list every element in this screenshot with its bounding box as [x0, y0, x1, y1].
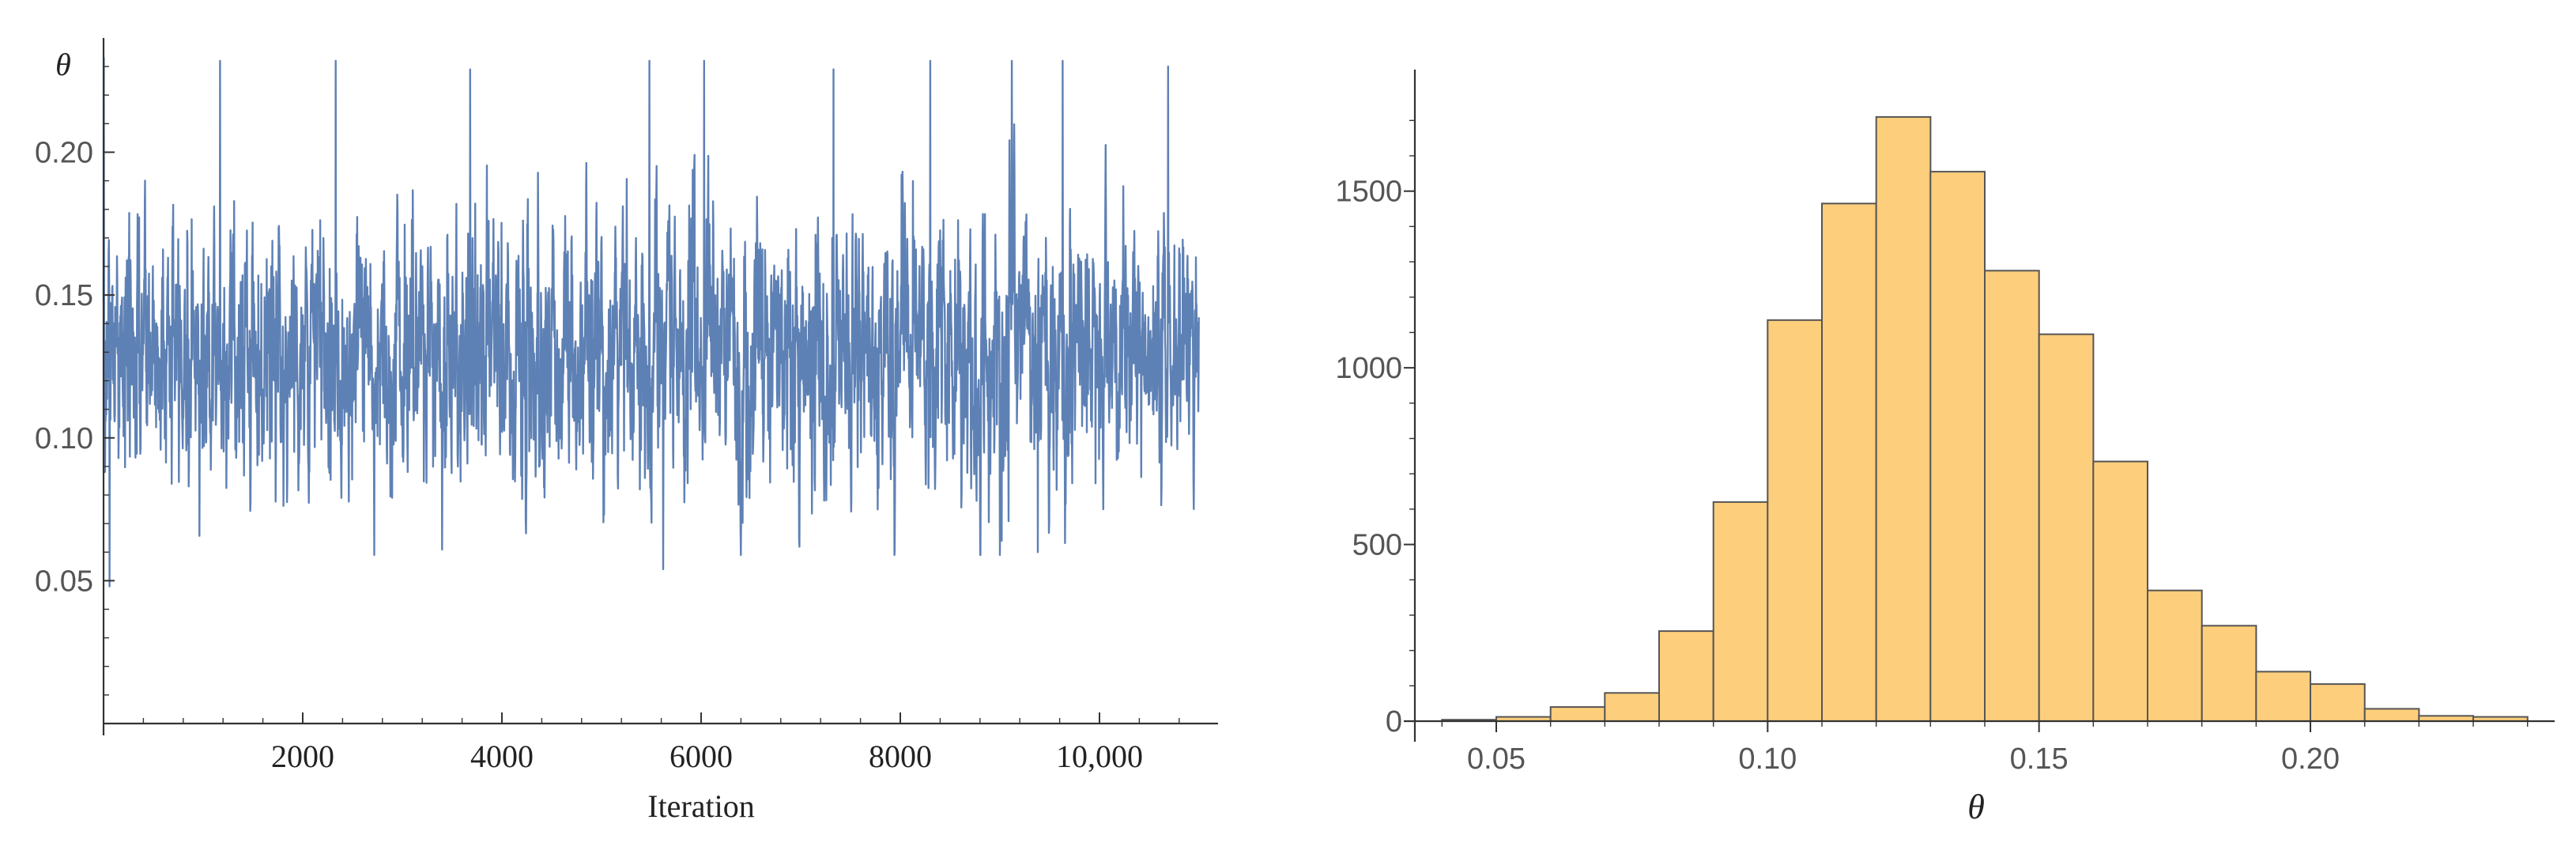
trace-y-ticks: 0.05 0.10 0.15 0.20: [35, 66, 115, 696]
hist-y-ticks: 0 500 1000 1500: [1335, 119, 1415, 739]
histogram-bar: [2147, 589, 2203, 723]
histogram-plot: 0.05 0.10 0.15 0.20 0 500 1000 1500 θ: [1335, 70, 2555, 826]
hist-x-tick-label: 0.15: [2010, 743, 2069, 776]
hist-y-tick-label: 1500: [1335, 176, 1402, 209]
trace-x-tick-label: 6000: [669, 739, 733, 774]
histogram-bar: [1658, 630, 1714, 722]
histogram-bars-group: [1441, 115, 2529, 723]
trace-y-axis-label: θ: [55, 47, 71, 82]
hist-x-tick-label: 0.05: [1467, 743, 1526, 776]
histogram-bar: [1875, 115, 1932, 722]
trace-y-tick-label: 0.15: [35, 279, 93, 312]
histogram-bar: [2038, 333, 2095, 722]
histogram-bar: [1821, 202, 1877, 722]
trace-y-tick-label: 0.10: [35, 422, 93, 455]
trace-x-ticks: 2000 4000 6000 8000 10,000: [142, 712, 1180, 774]
histogram-bar: [2201, 625, 2257, 722]
trace-x-tick-label: 8000: [869, 739, 932, 774]
hist-x-ticks: 0.05 0.10 0.15 0.20: [1441, 721, 2529, 776]
trace-x-tick-label: 4000: [470, 739, 534, 774]
histogram-bar: [1549, 706, 1606, 722]
histogram-bar: [1604, 692, 1661, 722]
hist-x-axis-label: θ: [1967, 788, 1985, 826]
histogram-bar: [1712, 501, 1769, 723]
histogram-bar: [1767, 319, 1824, 722]
trace-y-tick-label: 0.05: [35, 565, 93, 598]
histogram-bar: [1929, 171, 1986, 723]
hist-y-tick-label: 0: [1386, 705, 1402, 739]
trace-series-line: [102, 57, 1200, 588]
trace-x-tick-label: 2000: [271, 739, 334, 774]
trace-plot: 2000 4000 6000 8000 10,000 0.050.100.150.20 …: [35, 38, 1218, 824]
histogram-bar: [2310, 683, 2366, 722]
histogram-bar: [2363, 708, 2420, 723]
histogram-bar: [1984, 270, 2040, 722]
hist-x-tick-label: 0.20: [2281, 743, 2340, 776]
trace-y-tick-label: 0.20: [35, 137, 93, 170]
hist-y-tick-label: 1000: [1335, 352, 1402, 385]
histogram-bar: [2255, 671, 2312, 723]
hist-x-tick-label: 0.10: [1738, 743, 1797, 776]
hist-y-tick-label: 500: [1352, 529, 1402, 562]
trace-x-axis-label: Iteration: [647, 788, 755, 824]
histogram-bar: [2092, 460, 2149, 722]
trace-x-tick-label: 10,000: [1056, 739, 1143, 774]
trace-series-group: [102, 57, 1200, 588]
